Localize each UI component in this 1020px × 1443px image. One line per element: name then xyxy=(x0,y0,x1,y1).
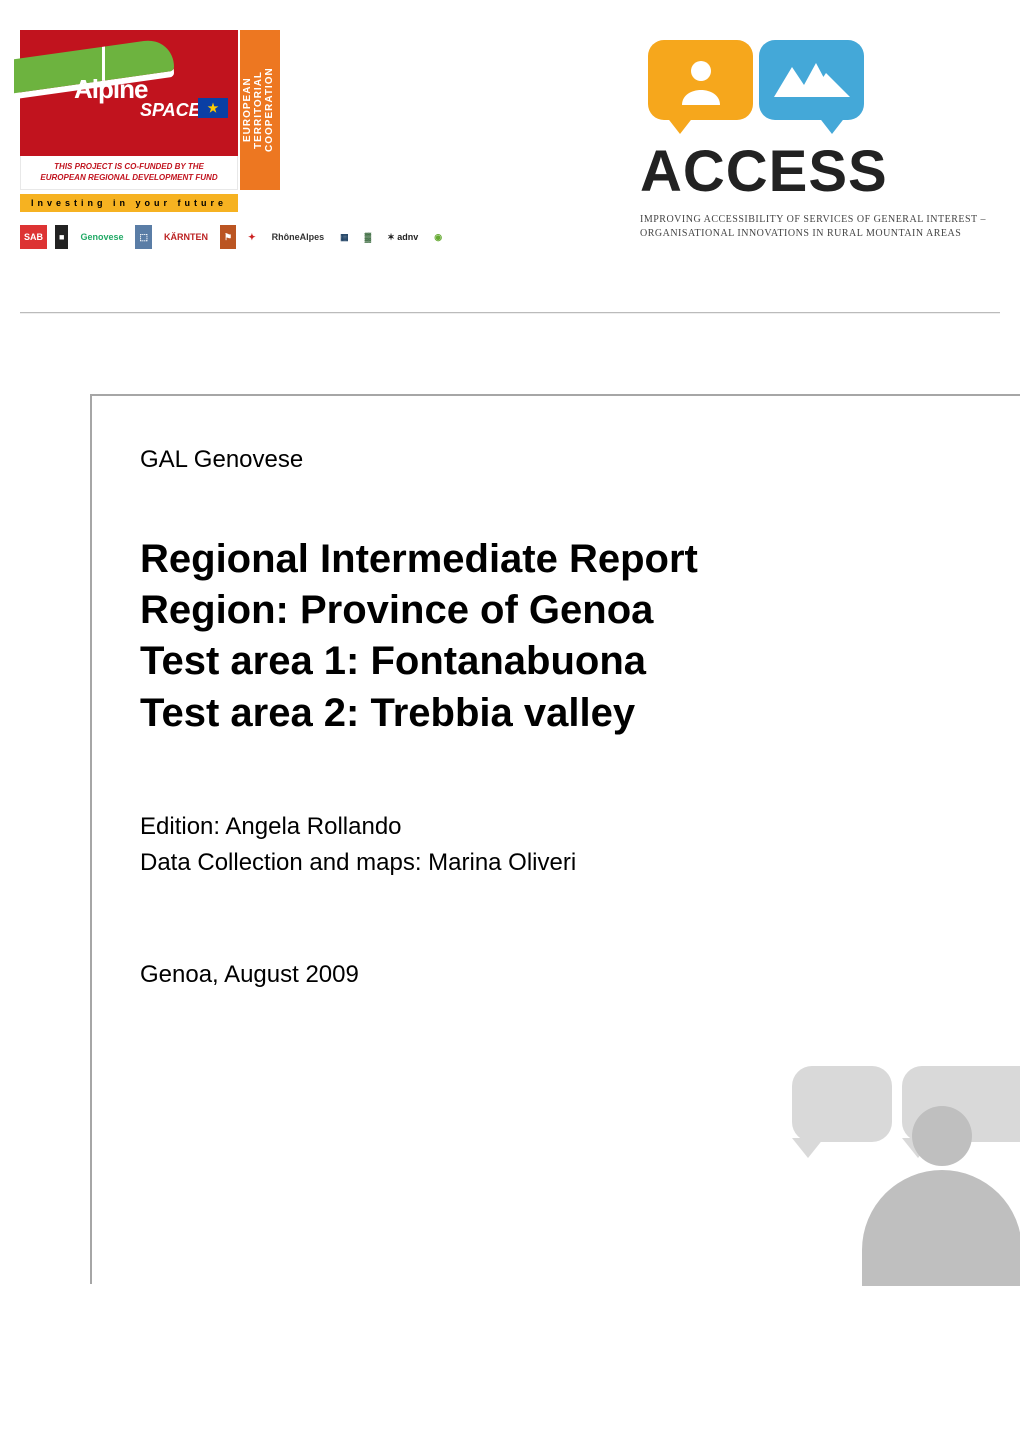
alpine-space-logo: Alpine SPACE ★ EUROPEAN TERRITORIAL COOP… xyxy=(20,30,280,190)
credit-data: Data Collection and maps: Marina Oliveri xyxy=(140,845,980,881)
cofund-line1: THIS PROJECT IS CO-FUNDED BY THE xyxy=(54,162,204,171)
credit-edition: Edition: Angela Rollando xyxy=(140,809,980,845)
page-header: Alpine SPACE ★ EUROPEAN TERRITORIAL COOP… xyxy=(0,0,1020,310)
header-divider xyxy=(20,312,1000,314)
mountain-icon xyxy=(772,55,852,105)
partner-logo: SAB xyxy=(20,225,47,249)
title-line-4: Test area 2: Trebbia valley xyxy=(140,688,980,739)
deco-bubble-right xyxy=(902,1066,1020,1142)
cover-content-frame: GAL Genovese Regional Intermediate Repor… xyxy=(90,394,1020,1284)
partner-logo: ▦ xyxy=(336,225,353,249)
partner-logo: ◉ xyxy=(430,225,446,249)
partner-logo: ▓ xyxy=(361,225,376,249)
access-wordmark: ACCESS xyxy=(640,138,990,205)
access-tagline: IMPROVING ACCESSIBILITY OF SERVICES OF G… xyxy=(640,213,990,241)
partner-logo: ⬚ xyxy=(135,225,152,249)
cofund-caption: THIS PROJECT IS CO-FUNDED BY THE EUROPEA… xyxy=(20,156,238,190)
cooperation-strip: EUROPEAN TERRITORIAL COOPERATION xyxy=(240,30,280,190)
deco-bubble-left xyxy=(792,1066,892,1142)
report-title-block: Regional Intermediate Report Region: Pro… xyxy=(140,534,980,739)
header-right: ACCESS IMPROVING ACCESSIBILITY OF SERVIC… xyxy=(640,40,990,241)
header-left: Alpine SPACE ★ EUROPEAN TERRITORIAL COOP… xyxy=(20,30,540,190)
corner-watermark xyxy=(762,1066,1020,1286)
cofund-line2: EUROPEAN REGIONAL DEVELOPMENT FUND xyxy=(40,173,217,182)
partner-logo: Genovese xyxy=(76,225,127,249)
alpine-subtitle: SPACE xyxy=(140,100,201,121)
alpine-red-panel: Alpine SPACE ★ xyxy=(20,30,238,170)
eu-flag-icon: ★ xyxy=(198,98,228,118)
partner-logo: ■ xyxy=(55,225,68,249)
access-bubble-blue xyxy=(759,40,864,120)
person-icon xyxy=(676,55,726,105)
title-line-3: Test area 1: Fontanabuona xyxy=(140,636,980,687)
partner-logo: RhôneAlpes xyxy=(268,225,329,249)
deco-person-head xyxy=(912,1106,972,1166)
title-line-2: Region: Province of Genoa xyxy=(140,585,980,636)
partner-logo: ⚑ xyxy=(220,225,236,249)
alpine-title: Alpine xyxy=(74,74,147,105)
title-line-1: Regional Intermediate Report xyxy=(140,534,980,585)
credits-block: Edition: Angela Rollando Data Collection… xyxy=(140,809,980,881)
partner-logo: ✶ adnv xyxy=(383,225,422,249)
investing-bar: Investing in your future xyxy=(20,194,238,212)
access-logo-bubbles xyxy=(648,40,990,120)
deco-person-body xyxy=(862,1170,1020,1286)
access-tagline-l1: IMPROVING ACCESSIBILITY OF SERVICES OF G… xyxy=(640,214,986,225)
organisation-name: GAL Genovese xyxy=(140,446,980,474)
access-tagline-l2: ORGANISATIONAL INNOVATIONS IN RURAL MOUN… xyxy=(640,228,961,239)
partner-logo-row: SAB ■ Genovese ⬚ KÄRNTEN ⚑ ✦ RhôneAlpes ▦ ▓ ✶ adnv… xyxy=(20,222,540,252)
partner-logo: ✦ xyxy=(244,225,260,249)
date-location: Genoa, August 2009 xyxy=(140,961,980,989)
partner-logo: KÄRNTEN xyxy=(160,225,212,249)
access-bubble-orange xyxy=(648,40,753,120)
